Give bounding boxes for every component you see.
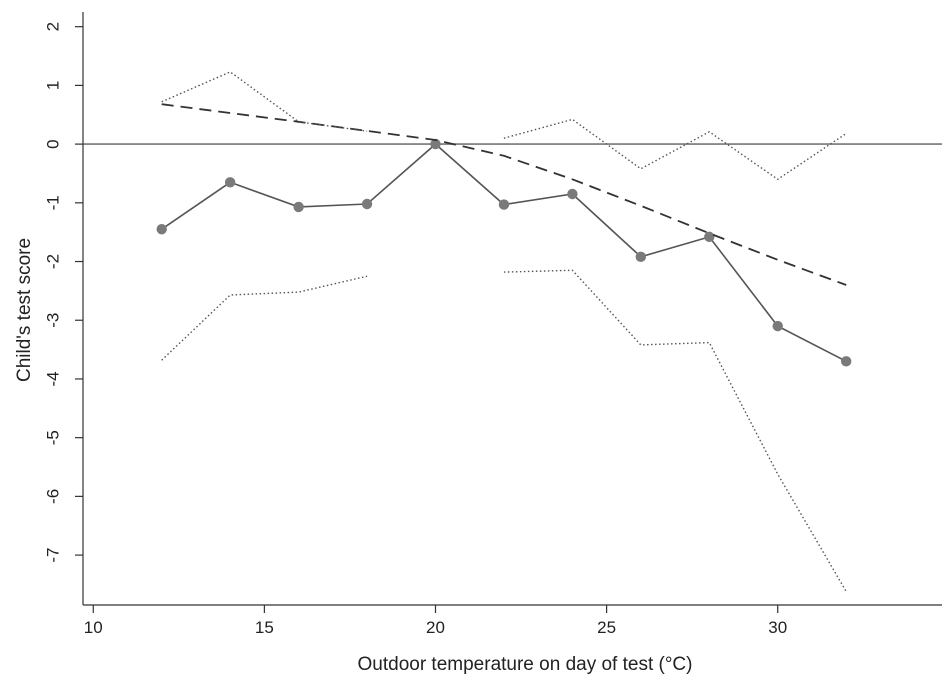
estimate-point: [498, 199, 510, 210]
y-tick-label: -7: [44, 548, 63, 563]
y-tick-label: -1: [44, 195, 63, 210]
x-tick-label: 10: [84, 618, 103, 637]
y-tick-label: 0: [44, 139, 63, 148]
y-tick-label: -6: [44, 489, 63, 504]
estimate-point: [772, 320, 783, 332]
estimate-point: [156, 224, 167, 235]
x-axis-label: Outdoor temperature on day of test (°C): [358, 654, 693, 675]
confidence-bound-line: [161, 275, 368, 361]
estimate-point: [567, 188, 578, 200]
x-tick-label: 20: [426, 618, 445, 637]
y-tick-label: 2: [44, 22, 63, 31]
plot-area: [83, 71, 942, 592]
fitted-trend-line: [161, 103, 847, 286]
estimate-point: [361, 198, 373, 210]
x-tick-label: 30: [768, 618, 787, 637]
y-tick-label: -3: [44, 313, 63, 328]
x-tick-label: 15: [255, 618, 274, 637]
y-axis-label: Child's test score: [14, 238, 35, 382]
x-tick-label: 25: [597, 618, 616, 637]
estimate-point: [430, 138, 441, 150]
y-tick-label: -2: [44, 254, 63, 269]
estimate-point: [293, 201, 304, 213]
confidence-bound-line: [503, 269, 847, 592]
y-tick-label: -5: [44, 430, 63, 445]
confidence-bound-line: [161, 71, 368, 132]
confidence-bound-line: [503, 118, 847, 181]
estimate-line: [161, 143, 847, 363]
y-tick-label: 1: [44, 81, 63, 90]
y-tick-label: -4: [44, 371, 63, 386]
estimate-point: [635, 251, 647, 263]
estimate-point: [704, 231, 715, 243]
estimate-point: [224, 177, 236, 188]
estimate-point: [840, 356, 852, 367]
